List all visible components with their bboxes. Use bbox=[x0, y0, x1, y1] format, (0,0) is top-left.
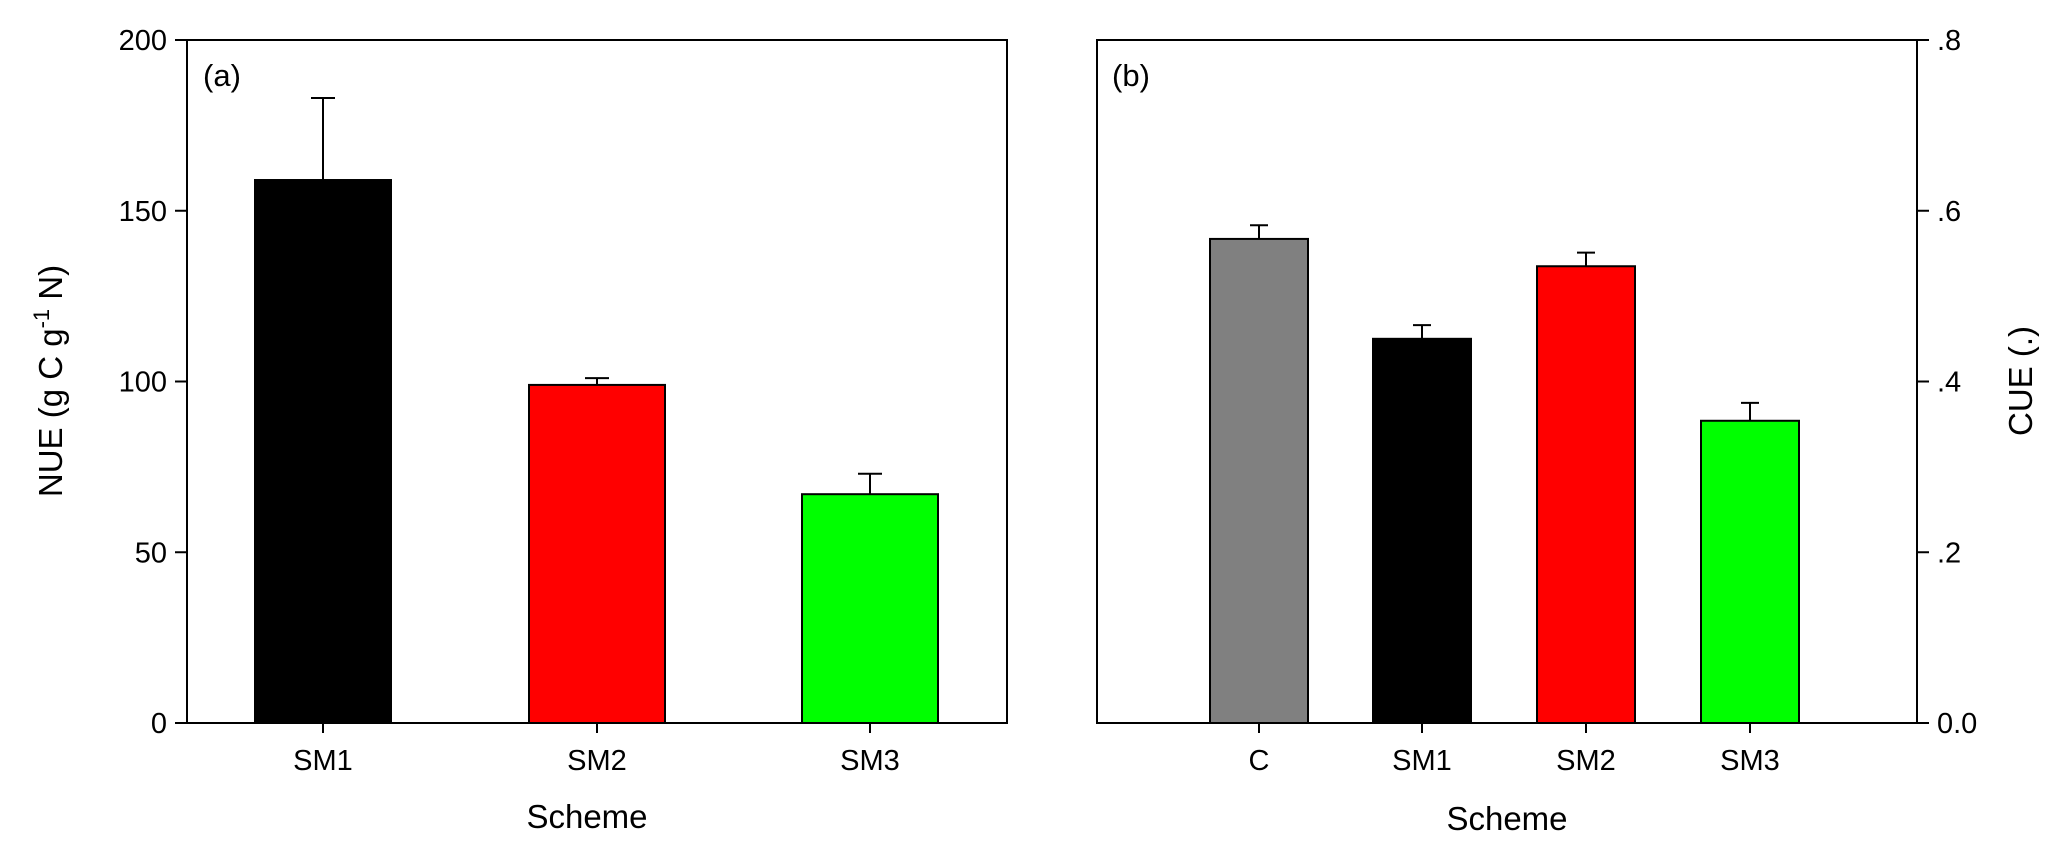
panel-b-x-tick-label-sm1: SM1 bbox=[1392, 745, 1452, 777]
panel-b-label: (b) bbox=[1112, 58, 1150, 93]
panel-b-y-tick-label-0: 0.0 bbox=[1937, 708, 1977, 740]
panel-b-x-tick-label-sm2: SM2 bbox=[1556, 745, 1616, 777]
panel-b-y-axis-title: CUE (.) bbox=[2002, 326, 2039, 436]
panel-a-bar-sm2 bbox=[528, 383, 666, 724]
panel-a-x-tick-label-sm2: SM2 bbox=[567, 745, 627, 777]
panel-b-bar-c bbox=[1209, 237, 1309, 725]
panel-a-nue-chart: 0 50 100 150 200 SM1 SM2 SM3 (a) Scheme NUE (g… bbox=[29, 25, 1008, 835]
panel-a-y-tick-label-0: 0 bbox=[151, 708, 167, 740]
panel-b-y-tick-label-2: .4 bbox=[1937, 367, 1961, 399]
panel-a-y-tick-label-4: 200 bbox=[119, 25, 167, 57]
panel-a-y-axis-title-superscript: -1 bbox=[29, 309, 54, 329]
panel-a-bars bbox=[254, 97, 939, 724]
panel-a-x-tick-label-sm3: SM3 bbox=[840, 745, 900, 777]
panel-a-label: (a) bbox=[203, 58, 241, 93]
panel-a-x-axis: SM1 SM2 SM3 bbox=[293, 723, 900, 777]
panel-a-bar-sm3 bbox=[801, 493, 939, 724]
panel-b-bars bbox=[1209, 224, 1800, 725]
panel-a-y-tick-label-2: 100 bbox=[119, 367, 167, 399]
panel-b-y-axis-title-prefix: CUE (.) bbox=[2002, 326, 2039, 436]
panel-a-y-axis-title-prefix: NUE (g C g bbox=[32, 328, 69, 497]
panel-a-bar-sm1 bbox=[254, 179, 392, 724]
panel-b-bar-sm1 bbox=[1372, 337, 1472, 724]
panel-a-y-axis: 0 50 100 150 200 bbox=[119, 25, 187, 740]
panel-b-x-tick-label-c: C bbox=[1249, 745, 1270, 777]
panel-b-x-axis: C SM1 SM2 SM3 bbox=[1249, 723, 1780, 777]
panel-b-x-tick-label-sm3: SM3 bbox=[1720, 745, 1780, 777]
panel-b-bar-sm2 bbox=[1536, 265, 1636, 724]
panel-b-y-axis: 0.0 .2 .4 .6 .8 bbox=[1917, 25, 1977, 740]
panel-b-cue-chart: 0.0 .2 .4 .6 .8 C SM1 SM2 SM3 (b) Scheme CUE (.… bbox=[1096, 25, 2039, 837]
panel-b-x-axis-title: Scheme bbox=[1446, 800, 1567, 837]
panel-a-x-axis-title: Scheme bbox=[526, 798, 647, 835]
panel-b-y-tick-label-4: .8 bbox=[1937, 25, 1961, 57]
panel-a-y-axis-title: NUE (g C g-1 N) bbox=[29, 265, 69, 497]
panel-a-y-axis-title-suffix: N) bbox=[32, 265, 69, 309]
panel-a-x-tick-label-sm1: SM1 bbox=[293, 745, 353, 777]
panel-b-y-tick-label-1: .2 bbox=[1937, 537, 1961, 569]
panel-b-y-tick-label-3: .6 bbox=[1937, 196, 1961, 228]
panel-a-y-tick-label-1: 50 bbox=[135, 537, 167, 569]
panel-b-bar-sm3 bbox=[1700, 419, 1800, 724]
panel-a-y-tick-label-3: 150 bbox=[119, 196, 167, 228]
